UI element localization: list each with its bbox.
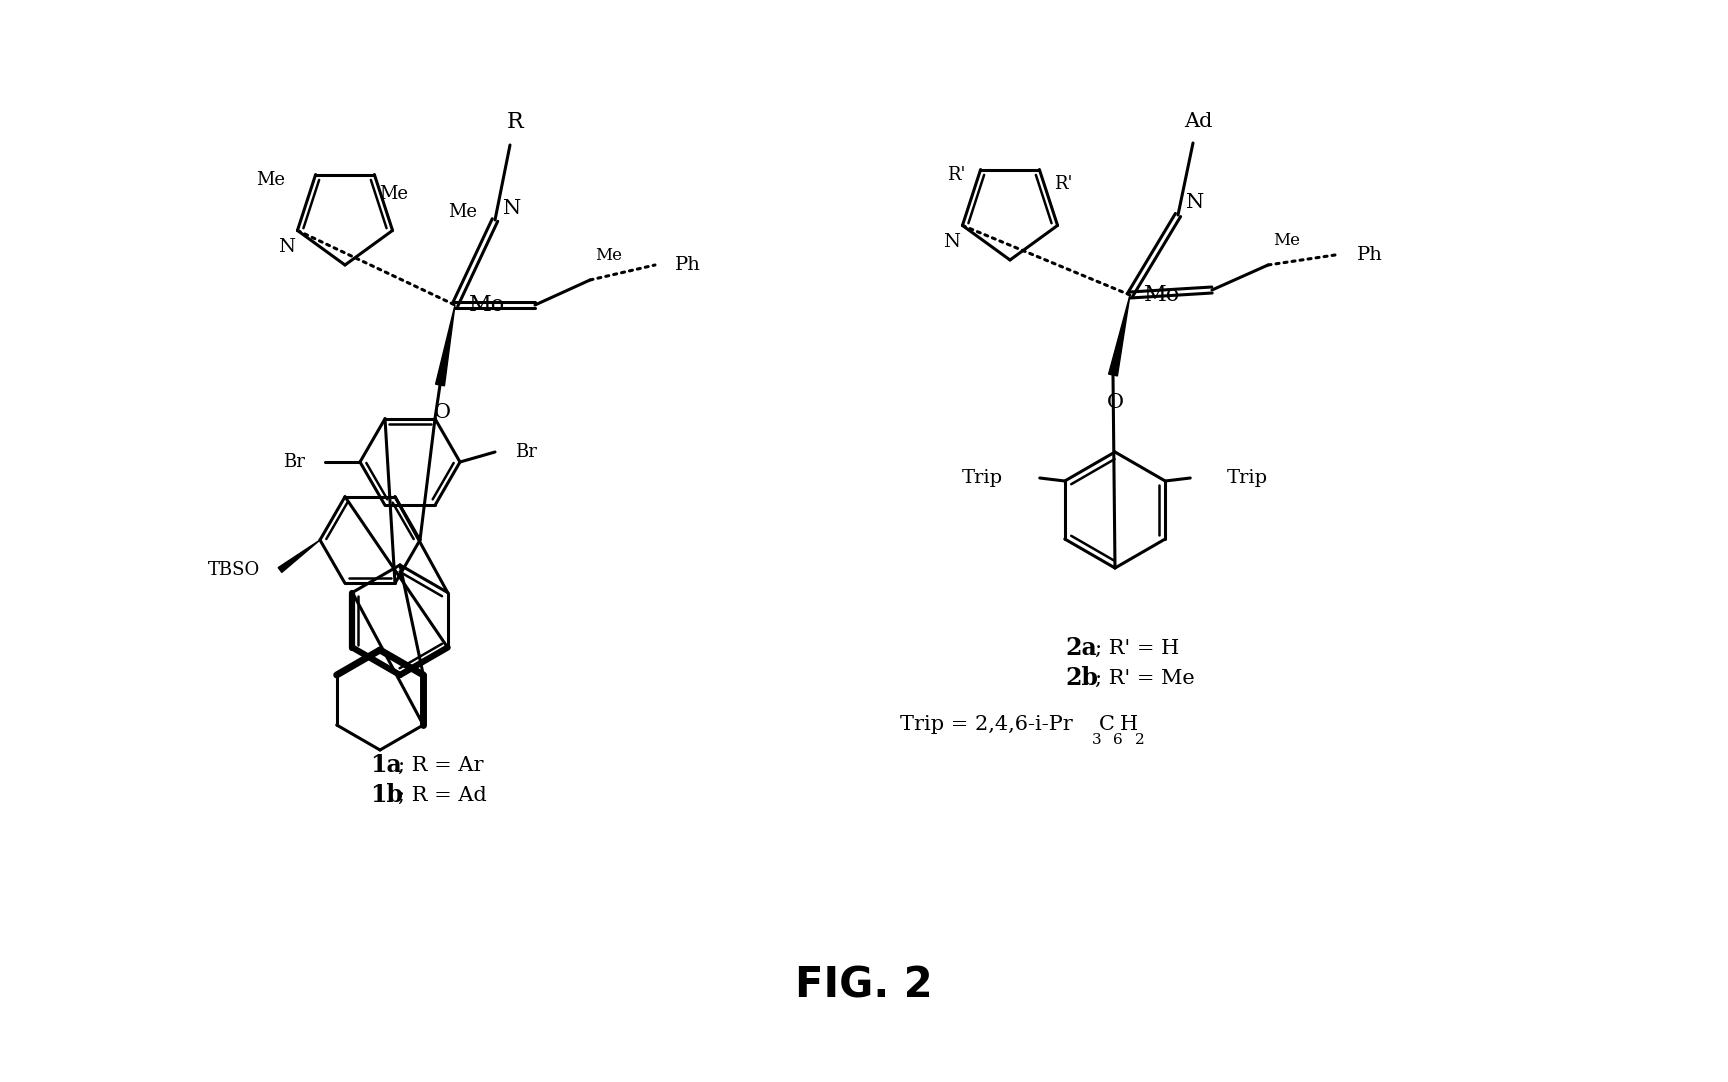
Text: Me: Me — [380, 185, 408, 202]
Text: Me: Me — [448, 203, 477, 221]
Text: N: N — [1185, 193, 1204, 212]
Text: O: O — [1106, 393, 1123, 412]
Text: ; R = Ar: ; R = Ar — [397, 755, 484, 775]
Text: Trip = 2,4,6-i-Pr: Trip = 2,4,6-i-Pr — [900, 715, 1073, 735]
Text: Me: Me — [1274, 232, 1299, 249]
Text: Ph: Ph — [1356, 246, 1382, 264]
Text: 2: 2 — [1135, 733, 1144, 747]
Text: TBSO: TBSO — [207, 560, 259, 579]
Text: C: C — [1099, 715, 1115, 735]
Text: 3: 3 — [1092, 733, 1102, 747]
Text: O: O — [434, 403, 451, 422]
Text: Me: Me — [257, 171, 285, 188]
Polygon shape — [1109, 295, 1130, 375]
Text: R': R' — [1054, 174, 1073, 193]
Text: Ph: Ph — [676, 256, 702, 274]
Text: ; R' = H: ; R' = H — [1096, 638, 1178, 658]
Text: R: R — [506, 111, 524, 133]
Polygon shape — [278, 540, 320, 572]
Text: 6: 6 — [1113, 733, 1123, 747]
Text: N: N — [503, 199, 522, 217]
Text: Trip: Trip — [1227, 469, 1268, 487]
Text: Trip: Trip — [962, 469, 1002, 487]
Text: H: H — [1120, 715, 1139, 735]
Text: FIG. 2: FIG. 2 — [795, 964, 933, 1006]
Text: 2b: 2b — [1064, 667, 1097, 690]
Text: R': R' — [947, 166, 966, 184]
Text: N: N — [278, 238, 295, 256]
Text: ; R' = Me: ; R' = Me — [1096, 669, 1194, 687]
Text: 1a: 1a — [370, 753, 401, 777]
Text: Me: Me — [594, 247, 622, 264]
Text: Mo: Mo — [468, 294, 505, 316]
Text: Br: Br — [515, 443, 537, 461]
Text: 1b: 1b — [370, 783, 403, 807]
Text: Ad: Ad — [1184, 113, 1211, 131]
Text: ; R = Ad: ; R = Ad — [397, 786, 487, 805]
Polygon shape — [435, 305, 454, 386]
Text: Mo: Mo — [1144, 283, 1180, 306]
Text: 2a: 2a — [1064, 636, 1097, 660]
Text: Br: Br — [283, 453, 306, 471]
Text: N: N — [943, 234, 961, 251]
